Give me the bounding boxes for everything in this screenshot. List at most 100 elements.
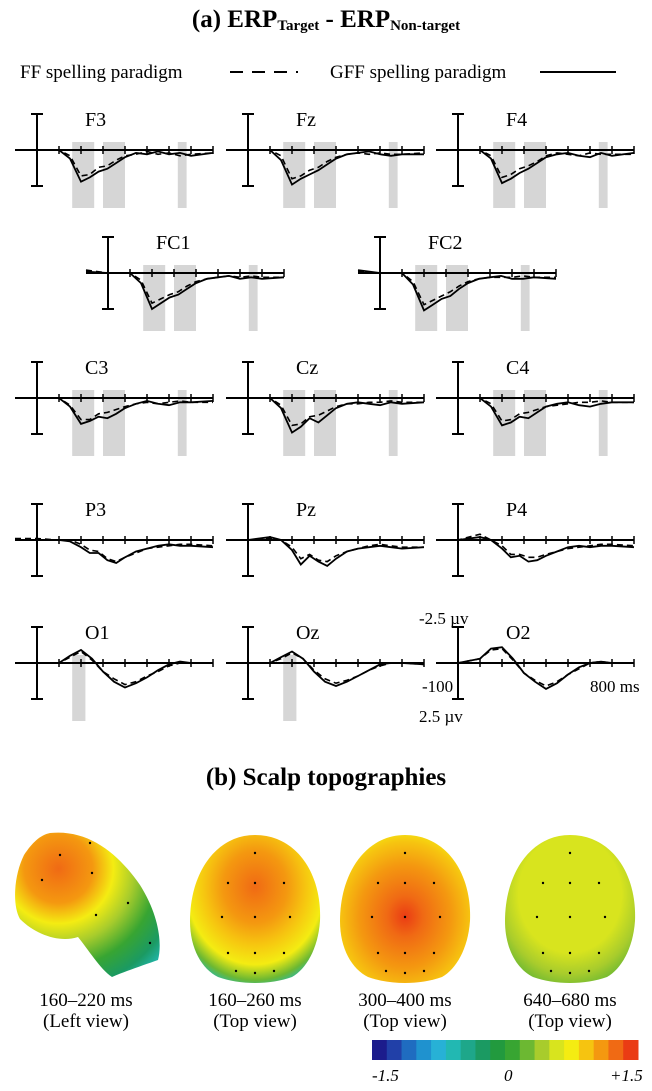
trace-gff-fc1 bbox=[85, 270, 285, 311]
topomap-top-view-3 bbox=[505, 835, 636, 983]
trace-gff-c3 bbox=[15, 397, 214, 425]
legend-gff-solid-line bbox=[540, 71, 616, 73]
legend-gff-label: GFF spelling paradigm bbox=[330, 62, 507, 83]
channel-label-o1: O1 bbox=[85, 622, 109, 644]
channel-label-c4: C4 bbox=[506, 357, 529, 379]
colorbar-swatch bbox=[401, 1040, 417, 1060]
shade-c3-2 bbox=[177, 390, 187, 456]
colorbar-swatch bbox=[445, 1040, 462, 1060]
shade-c3-1 bbox=[103, 390, 125, 456]
trace-ff-pz bbox=[226, 537, 424, 563]
trace-ff-fc2 bbox=[357, 270, 556, 306]
channel-label-c3: C3 bbox=[85, 357, 108, 379]
trace-gff-o1 bbox=[15, 648, 213, 689]
shade-fc1-1 bbox=[174, 265, 196, 331]
channel-label-f4: F4 bbox=[506, 109, 527, 131]
shade-f4-1 bbox=[524, 142, 546, 208]
trace-gff-f3 bbox=[15, 149, 214, 183]
shade-fc2-0 bbox=[415, 265, 438, 331]
shade-f3-1 bbox=[103, 142, 125, 208]
scale-tmin-label: -100 bbox=[422, 677, 453, 696]
trace-gff-p3 bbox=[15, 539, 214, 564]
colorbar-swatch bbox=[593, 1040, 609, 1060]
trace-ff-cz bbox=[226, 397, 424, 427]
colorbar-swatch bbox=[608, 1040, 624, 1060]
shade-o1-0 bbox=[72, 655, 86, 721]
shade-c4-0 bbox=[493, 390, 516, 456]
shade-oz-0 bbox=[283, 655, 297, 721]
scale-tmax-label: 800 ms bbox=[590, 677, 640, 696]
legend: FF spelling paradigm GFF spelling paradi… bbox=[0, 62, 652, 90]
legend-ff-dashed-line bbox=[230, 71, 298, 73]
colorbar-swatch bbox=[549, 1040, 565, 1060]
topo-caption-2: 160–260 ms (Top view) bbox=[208, 990, 302, 1032]
colorbar-swatch bbox=[623, 1040, 639, 1060]
trace-ff-fc1 bbox=[85, 269, 284, 305]
shade-fc2-2 bbox=[520, 265, 530, 331]
shade-cz-2 bbox=[388, 390, 398, 456]
trace-ff-p4 bbox=[436, 533, 635, 559]
shade-c4-2 bbox=[598, 390, 608, 456]
colorbar-swatch bbox=[372, 1040, 388, 1060]
trace-gff-p4 bbox=[436, 536, 635, 563]
shade-cz-0 bbox=[283, 390, 306, 456]
shade-fz-2 bbox=[388, 142, 398, 208]
channel-label-fz: Fz bbox=[296, 109, 316, 131]
shade-fc1-0 bbox=[143, 265, 166, 331]
topomap-top-view-1 bbox=[190, 835, 321, 983]
trace-ff-fz bbox=[226, 149, 425, 180]
colorbar-swatch bbox=[578, 1040, 595, 1060]
legend-ff-label: FF spelling paradigm bbox=[20, 62, 183, 83]
channel-label-o2: O2 bbox=[506, 622, 530, 644]
trace-ff-f4 bbox=[436, 149, 634, 179]
topo-caption-3: 300–400 ms (Top view) bbox=[358, 990, 452, 1032]
colorbar-swatch bbox=[505, 1040, 521, 1060]
trace-ff-f3 bbox=[15, 149, 214, 177]
topo-caption-4: 640–680 ms (Top view) bbox=[523, 990, 617, 1032]
colorbar-swatch bbox=[386, 1040, 403, 1060]
topomap-left-view bbox=[15, 832, 160, 977]
colorbar-swatch bbox=[564, 1040, 580, 1060]
channel-label-f3: F3 bbox=[85, 109, 106, 131]
channel-label-oz: Oz bbox=[296, 622, 319, 644]
scale-pos-label: 2.5 µv bbox=[419, 707, 463, 726]
trace-gff-fc2 bbox=[357, 269, 557, 312]
trace-ff-o1 bbox=[15, 650, 213, 686]
panel-a-title: (a) ERPTarget - ERPNon-target bbox=[191, 6, 461, 34]
topomap-top-view-2 bbox=[340, 835, 471, 983]
colorbar-swatch bbox=[490, 1040, 506, 1060]
colorbar-swatch bbox=[475, 1040, 491, 1060]
shade-f4-2 bbox=[598, 142, 608, 208]
trace-gff-c4 bbox=[436, 397, 634, 427]
channel-label-cz: Cz bbox=[296, 357, 318, 379]
panel-b-title: (b) Scalp topographies bbox=[205, 764, 447, 791]
topo-caption-1: 160–220 ms (Left view) bbox=[39, 990, 133, 1032]
channel-label-fc1: FC1 bbox=[156, 232, 190, 254]
channel-label-p3: P3 bbox=[85, 499, 106, 521]
colorbar-min-label: -1.5 bbox=[372, 1066, 399, 1085]
shade-c4-1 bbox=[524, 390, 546, 456]
shade-f3-2 bbox=[177, 142, 187, 208]
trace-ff-c4 bbox=[436, 397, 634, 422]
shade-cz-1 bbox=[314, 390, 336, 456]
trace-ff-p3 bbox=[15, 537, 214, 563]
colorbar-swatch bbox=[416, 1040, 432, 1060]
topography-maps bbox=[15, 832, 636, 983]
colorbar-swatch bbox=[519, 1040, 536, 1060]
trace-gff-oz bbox=[226, 650, 425, 687]
shade-fc2-1 bbox=[446, 265, 468, 331]
colorbar-swatch bbox=[460, 1040, 476, 1060]
electrode-dots bbox=[40, 841, 607, 975]
shade-f4-0 bbox=[493, 142, 516, 208]
shade-fz-1 bbox=[314, 142, 336, 208]
erp-plots: F3 Fz F4 FC1 FC2 C3 Cz C4 P3 Pz P4 O1 Oz O2 -2.5 µv -10… bbox=[15, 109, 640, 726]
colorbar-max-label: +1.5 bbox=[610, 1066, 643, 1085]
shade-fz-0 bbox=[283, 142, 306, 208]
channel-label-fc2: FC2 bbox=[428, 232, 462, 254]
trace-gff-cz bbox=[226, 397, 425, 434]
channel-label-p4: P4 bbox=[506, 499, 527, 521]
trace-gff-o2 bbox=[436, 646, 634, 690]
colorbar-swatch bbox=[431, 1040, 447, 1060]
trace-gff-pz bbox=[226, 536, 425, 567]
channel-label-pz: Pz bbox=[296, 499, 316, 521]
